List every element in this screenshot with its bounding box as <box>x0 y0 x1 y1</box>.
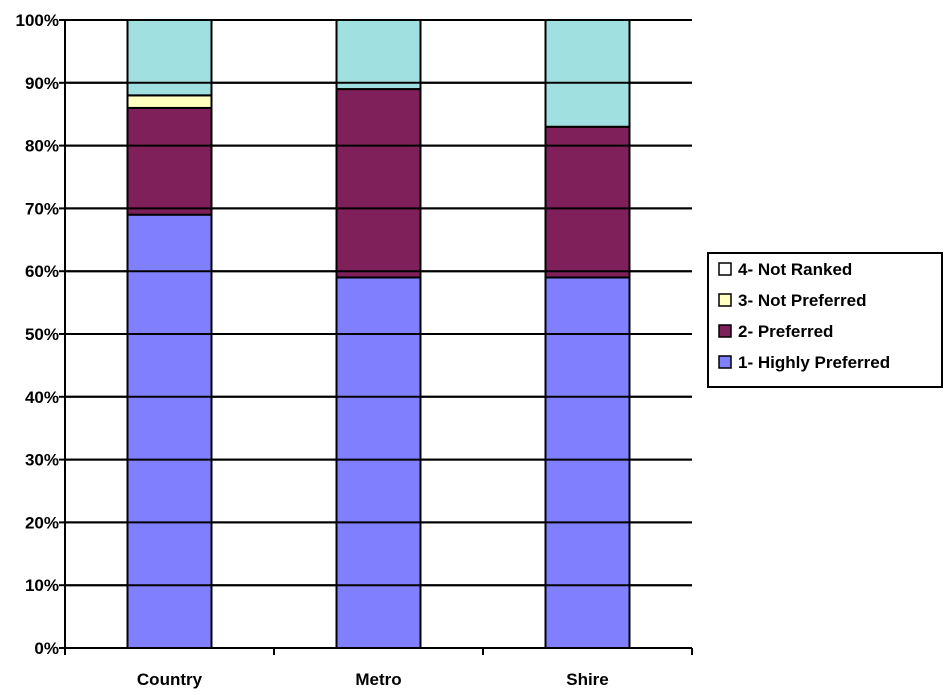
bar-country-series-3 <box>128 95 212 108</box>
x-tick-labels: Country Metro Shire <box>137 670 609 689</box>
bars <box>65 20 692 648</box>
x-tick-label-country: Country <box>137 670 203 689</box>
y-tick-label-6: 60% <box>25 262 59 281</box>
legend-swatch-1 <box>719 356 731 368</box>
y-tick-label-0: 0% <box>34 639 59 658</box>
y-tick-label-5: 50% <box>25 325 59 344</box>
y-tick-labels: 0% 10% 20% 30% 40% 50% 60% 70% 80% 90% 100% <box>16 11 59 658</box>
bar-country-series-1 <box>128 215 212 648</box>
legend-label-3: 3- Not Preferred <box>738 291 866 310</box>
bar-shire-series-2 <box>546 127 630 278</box>
bar-metro-series-4 <box>337 20 421 89</box>
legend-swatch-3 <box>719 294 731 306</box>
y-tick-label-10: 100% <box>16 11 59 30</box>
x-tick-label-shire: Shire <box>566 670 609 689</box>
y-tick-label-8: 80% <box>25 137 59 156</box>
legend-label-1: 1- Highly Preferred <box>738 353 890 372</box>
y-tick-label-3: 30% <box>25 451 59 470</box>
y-tick-label-4: 40% <box>25 388 59 407</box>
y-tick-label-7: 70% <box>25 199 59 218</box>
bar-country-series-4 <box>128 20 212 95</box>
legend: 4- Not Ranked 3- Not Preferred 2- Preferre… <box>708 253 942 387</box>
bar-country-series-2 <box>128 108 212 215</box>
x-tick-label-metro: Metro <box>355 670 401 689</box>
y-tick-label-2: 20% <box>25 513 59 532</box>
bar-metro-series-2 <box>337 89 421 277</box>
legend-swatch-2 <box>719 325 731 337</box>
legend-swatch-4 <box>719 263 731 275</box>
bar-shire-series-4 <box>546 20 630 127</box>
y-tick-label-9: 90% <box>25 74 59 93</box>
y-tick-label-1: 10% <box>25 576 59 595</box>
legend-label-4: 4- Not Ranked <box>738 260 852 279</box>
legend-label-2: 2- Preferred <box>738 322 833 341</box>
